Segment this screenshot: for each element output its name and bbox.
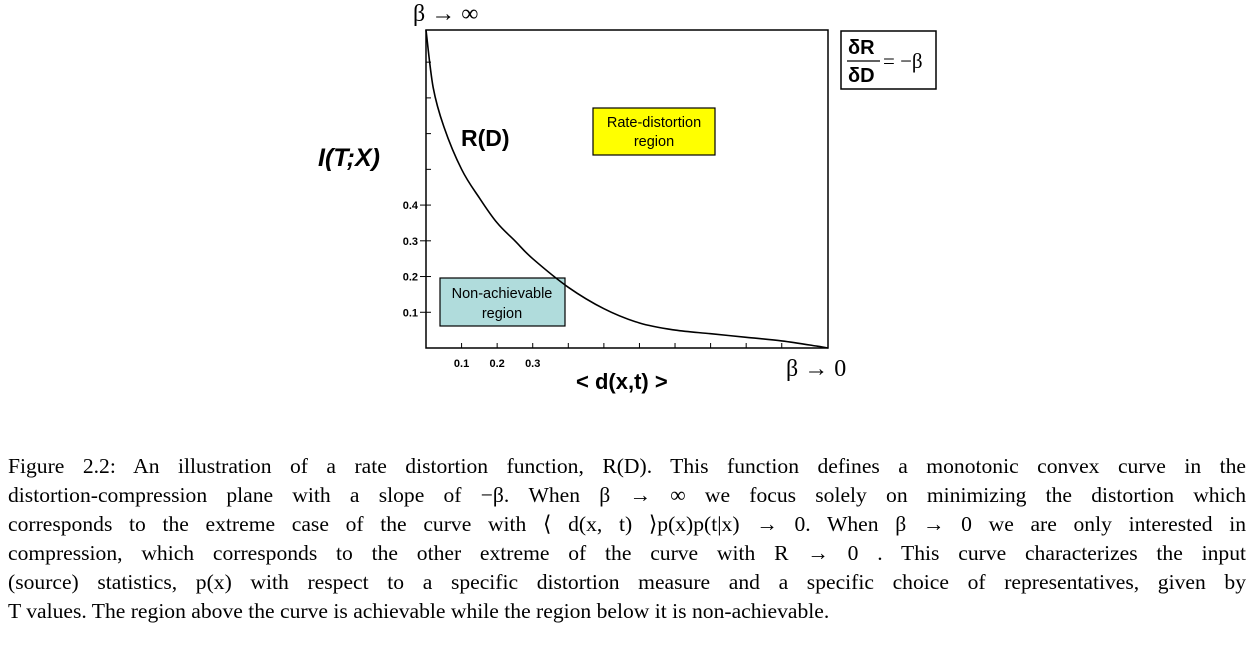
x-axis-label: < d(x,t) > bbox=[576, 369, 668, 394]
y-axis-label: I(T;X) bbox=[318, 144, 380, 172]
nonach-region-line1: Non-achievable bbox=[452, 286, 553, 302]
nonach-region-line2: region bbox=[482, 306, 522, 322]
slope-box bbox=[840, 30, 937, 90]
caption-line-5: (source) statistics, p(x) with respect t… bbox=[8, 570, 1246, 594]
x-tick-label: 0.3 bbox=[525, 358, 540, 370]
caption-line-1: Figure 2.2: An illustration of a rate di… bbox=[8, 454, 1246, 478]
caption-line-6: T values. The region above the curve is … bbox=[8, 599, 830, 623]
caption-line-2: distortion-compression plane with a slop… bbox=[8, 483, 1246, 507]
beta-zero-label: β → 0 bbox=[786, 356, 846, 382]
y-tick-label: 0.2 bbox=[403, 272, 418, 284]
curve-label: R(D) bbox=[461, 125, 510, 151]
x-tick-label: 0.1 bbox=[454, 358, 469, 370]
rate-distortion-figure: β → ∞ β → 0 I(T;X) < d(x,t) > R(D) Rate-… bbox=[318, 1, 937, 394]
caption-line-3: corresponds to the extreme case of the c… bbox=[8, 512, 1246, 536]
slope-numerator: δR bbox=[848, 37, 875, 59]
rate-distortion-chart: β → ∞ β → 0 I(T;X) < d(x,t) > R(D) Rate-… bbox=[318, 1, 937, 394]
rate-distortion-curve bbox=[425, 29, 829, 349]
beta-infinity-label: β → ∞ bbox=[413, 1, 478, 27]
y-tick-label: 0.3 bbox=[403, 236, 418, 248]
plot-frame bbox=[425, 29, 829, 349]
slope-rhs: = −β bbox=[883, 49, 923, 73]
non-achievable-region-box bbox=[439, 277, 566, 327]
slope-denominator: δD bbox=[848, 65, 875, 87]
figure-caption: Figure 2.2: An illustration of a rate di… bbox=[8, 452, 1246, 626]
rate-region-line1: Rate-distortion bbox=[607, 115, 701, 131]
caption-line-4: compression, which corresponds to the ot… bbox=[8, 541, 1246, 565]
y-tick-label: 0.4 bbox=[403, 200, 419, 212]
y-tick-label: 0.1 bbox=[403, 307, 418, 319]
x-tick-label: 0.2 bbox=[490, 358, 505, 370]
rate-region-line2: region bbox=[634, 134, 674, 150]
rate-distortion-region-box bbox=[592, 107, 716, 156]
